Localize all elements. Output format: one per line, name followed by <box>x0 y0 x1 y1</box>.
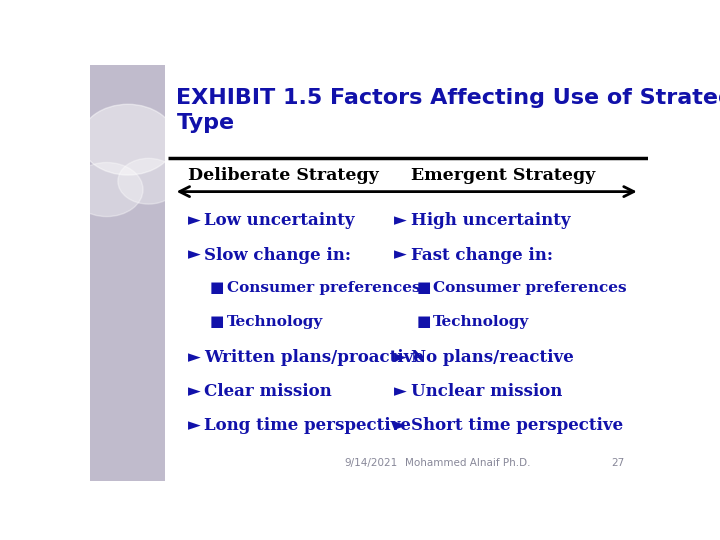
Text: ►: ► <box>188 212 200 230</box>
FancyArrowPatch shape <box>179 187 634 197</box>
Circle shape <box>81 104 176 175</box>
Text: Written plans/proactive: Written plans/proactive <box>204 349 424 366</box>
Text: ■: ■ <box>416 281 431 295</box>
Text: 27: 27 <box>612 458 625 468</box>
Text: Deliberate Strategy: Deliberate Strategy <box>188 167 379 184</box>
Text: ►: ► <box>188 417 200 434</box>
Text: Unclear mission: Unclear mission <box>411 383 562 400</box>
Text: Technology: Technology <box>227 315 323 329</box>
Text: Fast change in:: Fast change in: <box>411 246 553 264</box>
Text: Consumer preferences: Consumer preferences <box>227 281 420 295</box>
Text: ■: ■ <box>210 281 225 295</box>
Text: ■: ■ <box>210 315 225 329</box>
Text: Short time perspective: Short time perspective <box>411 417 623 434</box>
Text: No plans/reactive: No plans/reactive <box>411 349 574 366</box>
Text: ►: ► <box>188 246 200 264</box>
Text: Consumer preferences: Consumer preferences <box>433 281 627 295</box>
Text: ►: ► <box>394 349 407 366</box>
Text: ►: ► <box>188 383 200 400</box>
Text: Type: Type <box>176 113 235 133</box>
Text: ►: ► <box>394 212 407 230</box>
Text: Clear mission: Clear mission <box>204 383 332 400</box>
Text: ►: ► <box>394 246 407 264</box>
Text: 9/14/2021: 9/14/2021 <box>344 458 397 468</box>
Circle shape <box>71 163 143 217</box>
Text: Technology: Technology <box>433 315 529 329</box>
Text: Emergent Strategy: Emergent Strategy <box>411 167 595 184</box>
Text: High uncertainty: High uncertainty <box>411 212 570 230</box>
Text: ►: ► <box>394 383 407 400</box>
Text: Mohammed Alnaif Ph.D.: Mohammed Alnaif Ph.D. <box>405 458 531 468</box>
Circle shape <box>118 158 179 204</box>
Text: Low uncertainty: Low uncertainty <box>204 212 355 230</box>
Text: ■: ■ <box>416 315 431 329</box>
Text: Slow change in:: Slow change in: <box>204 246 351 264</box>
Text: EXHIBIT 1.5 Factors Affecting Use of Strategy: EXHIBIT 1.5 Factors Affecting Use of Str… <box>176 87 720 107</box>
FancyBboxPatch shape <box>90 65 166 481</box>
Text: Long time perspective: Long time perspective <box>204 417 411 434</box>
Text: ►: ► <box>394 417 407 434</box>
Text: ►: ► <box>188 349 200 366</box>
